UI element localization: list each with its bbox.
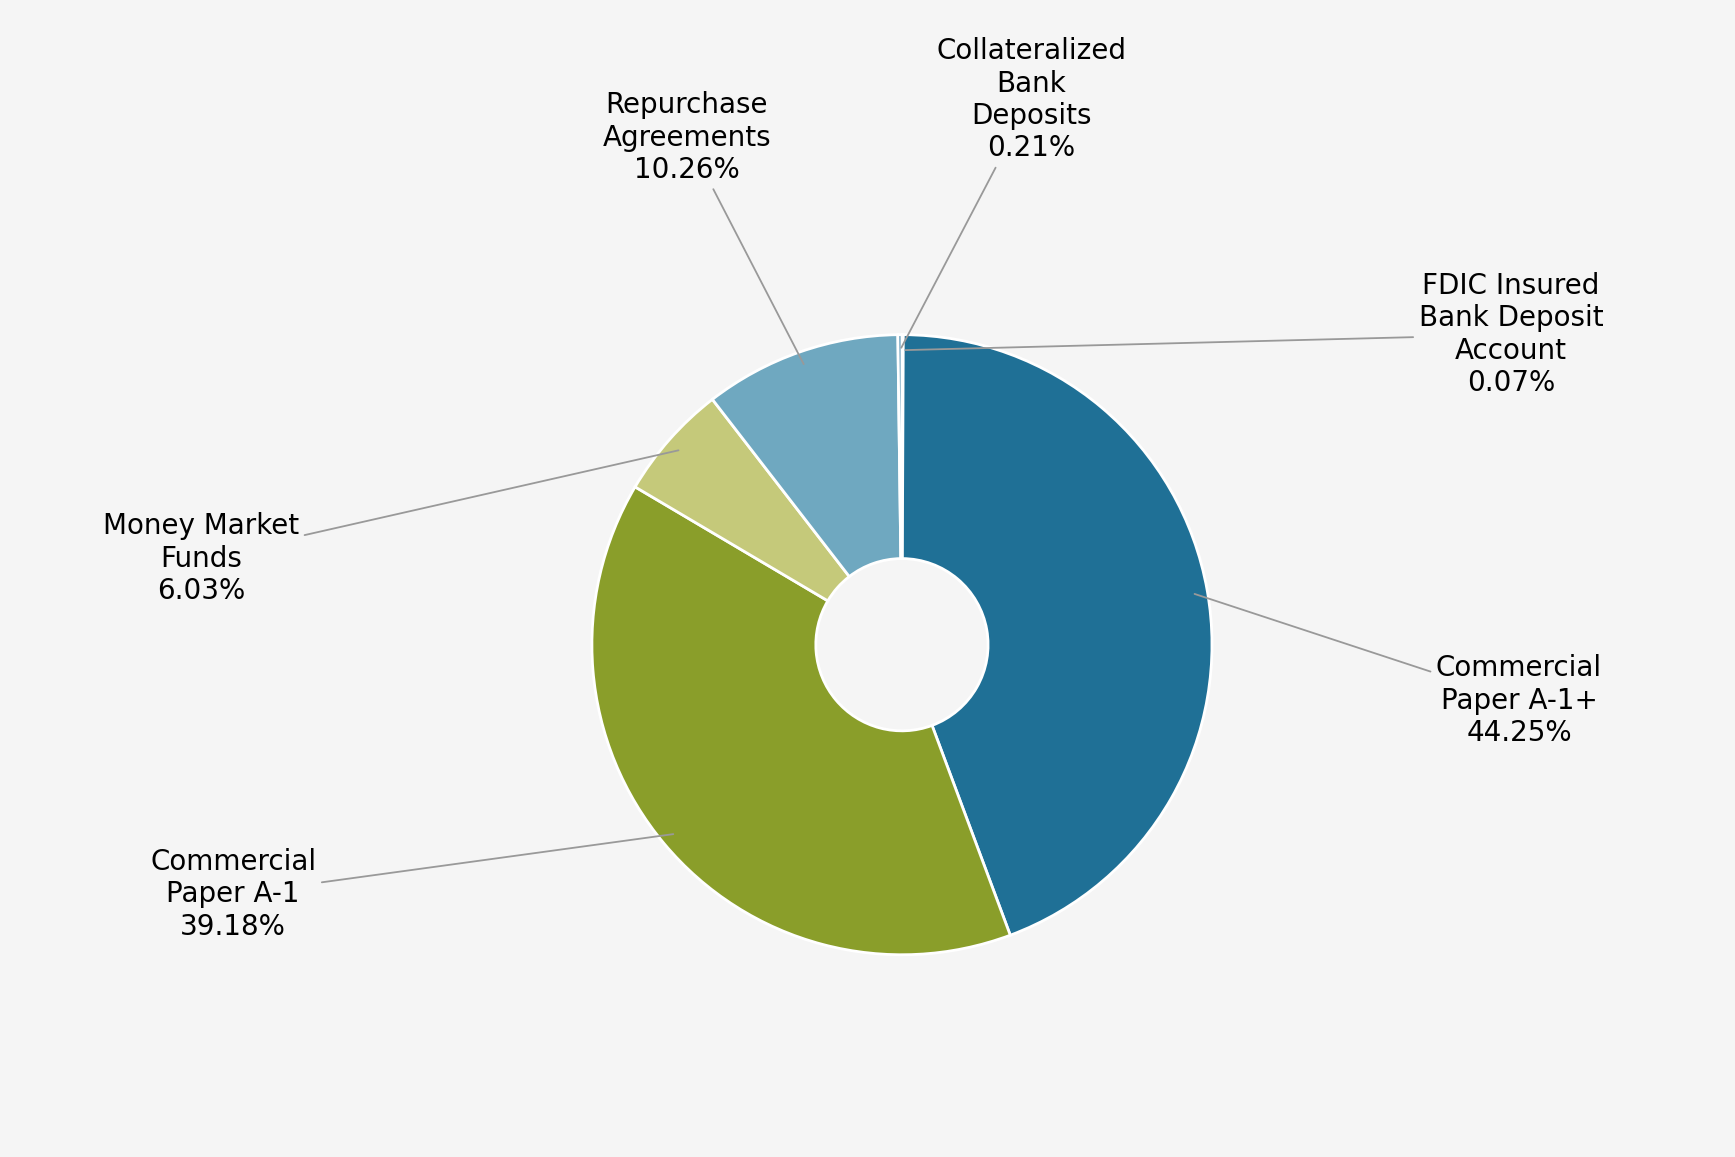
Text: Collateralized
Bank
Deposits
0.21%: Collateralized Bank Deposits 0.21%	[900, 37, 1126, 348]
Text: Commercial
Paper A-1+
44.25%: Commercial Paper A-1+ 44.25%	[1195, 594, 1601, 747]
Text: Repurchase
Agreements
10.26%: Repurchase Agreements 10.26%	[602, 91, 803, 364]
Wedge shape	[635, 399, 850, 600]
Text: FDIC Insured
Bank Deposit
Account
0.07%: FDIC Insured Bank Deposit Account 0.07%	[906, 272, 1603, 397]
Text: Commercial
Paper A-1
39.18%: Commercial Paper A-1 39.18%	[151, 834, 673, 941]
Wedge shape	[592, 487, 1010, 955]
Text: Money Market
Funds
6.03%: Money Market Funds 6.03%	[102, 450, 678, 605]
Wedge shape	[897, 334, 902, 559]
Wedge shape	[902, 334, 1213, 935]
Wedge shape	[713, 334, 900, 576]
